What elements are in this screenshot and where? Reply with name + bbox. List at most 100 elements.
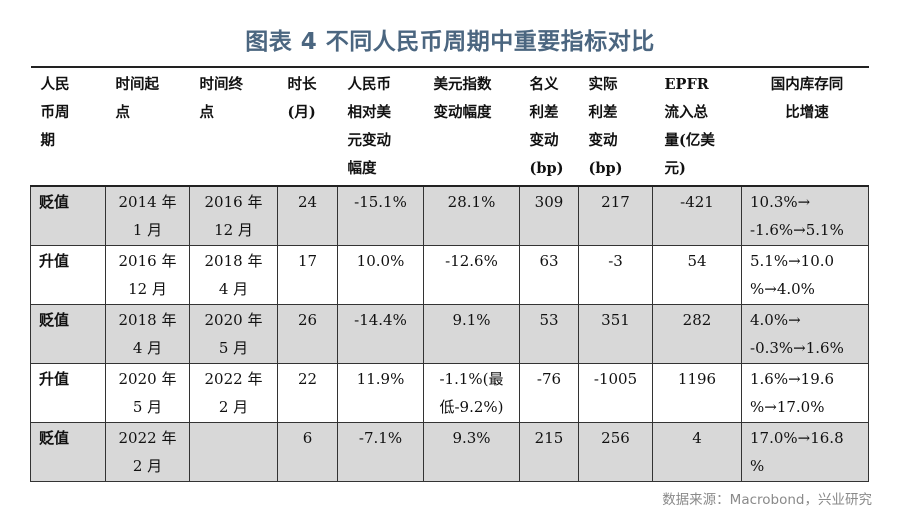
- cell-nominal-spread: 53: [519, 304, 579, 364]
- cell-dxy-change: -12.6%: [423, 245, 520, 305]
- header-cny-change: 人民币 相对美 元变动 幅度: [337, 66, 424, 187]
- cell-line: 12 月: [128, 280, 167, 298]
- cell-phase: 升值: [30, 363, 106, 423]
- cell-line: 10.3%→: [750, 193, 811, 211]
- cell-line: %→17.0%: [750, 398, 825, 416]
- cell-epfr-inflow: 1196: [652, 363, 742, 423]
- cell-line: 变动幅度: [433, 104, 492, 121]
- cell-line: 时长: [287, 76, 317, 93]
- cell-line: 变动: [588, 132, 618, 149]
- cell-line: 国内库存同: [770, 76, 844, 93]
- header-inventory-growth: 国内库存同 比增速: [741, 66, 869, 187]
- cell-line: (bp): [529, 160, 564, 177]
- cell-line: 元变动: [347, 132, 392, 149]
- header-nominal-spread: 名义 利差 变动 (bp): [519, 66, 579, 187]
- cell-line: 实际: [588, 76, 618, 93]
- table-body: 贬值 2014 年 1 月 2016 年 12 月 24 -15.1% 28.1% 309 217…: [30, 185, 869, 482]
- cell-line: 人民: [40, 76, 70, 93]
- cell-line: 5 月: [218, 339, 249, 357]
- cell-dxy-change: -1.1%(最 低-9.2%): [423, 363, 520, 423]
- cell-real-spread: -3: [578, 245, 653, 305]
- cell-line: 美元指数: [433, 76, 492, 93]
- cell-dxy-change: 9.1%: [423, 304, 520, 364]
- header-start-time: 时间起点: [105, 66, 190, 187]
- cell-nominal-spread: 309: [519, 185, 579, 246]
- cell-line: 2020 年: [204, 311, 263, 329]
- cell-line: 17.0%→16.8: [750, 429, 844, 447]
- cell-line: -0.3%→1.6%: [750, 339, 844, 357]
- cell-line: -1.6%→5.1%: [750, 221, 844, 239]
- cell-line: 量(亿美: [664, 132, 715, 149]
- cell-epfr-inflow: -421: [652, 185, 742, 246]
- cell-line: 5.1%→10.0: [750, 252, 835, 270]
- cell-duration: 17: [277, 245, 338, 305]
- cell-line: -12.6%: [445, 252, 498, 270]
- cell-inventory-growth: 1.6%→19.6 %→17.0%: [741, 363, 869, 423]
- cell-line: 幅度: [347, 160, 377, 177]
- cell-end-time: 2020 年 5 月: [189, 304, 278, 364]
- table-row: 升值 2016 年 12 月 2018 年 4 月 17 10.0% -12.6% 63 -3 54…: [30, 245, 869, 305]
- cell-inventory-growth: 10.3%→ -1.6%→5.1%: [741, 185, 869, 246]
- cell-start-time: 2018 年 4 月: [105, 304, 190, 364]
- cell-line: 1.6%→19.6: [750, 370, 835, 388]
- cell-phase: 升值: [30, 245, 106, 305]
- header-duration: 时长 (月): [277, 66, 338, 187]
- cell-end-time: [189, 422, 278, 482]
- header-real-spread: 实际 利差 变动 (bp): [578, 66, 653, 187]
- cell-line: EPFR: [664, 76, 709, 93]
- page-title: 图表 4 不同人民币周期中重要指标对比: [245, 29, 655, 55]
- cell-duration: 6: [277, 422, 338, 482]
- header-epfr-inflow: EPFR 流入总量(亿美元): [652, 66, 742, 187]
- cell-end-time: 2018 年 4 月: [189, 245, 278, 305]
- cell-epfr-inflow: 4: [652, 422, 742, 482]
- table-row: 贬值 2018 年 4 月 2020 年 5 月 26 -14.4% 9.1% 53 351 282…: [30, 304, 869, 364]
- cell-line: 流入总: [664, 104, 709, 121]
- cell-line: 9.3%: [452, 429, 491, 447]
- cell-line: 点: [199, 104, 215, 121]
- cell-epfr-inflow: 282: [652, 304, 742, 364]
- cell-line: 4 月: [218, 280, 249, 298]
- cell-line: 2 月: [132, 457, 163, 475]
- cell-line: (bp): [588, 160, 623, 177]
- cell-line: 2022 年: [204, 370, 263, 388]
- cell-line: 期: [40, 132, 56, 149]
- cell-real-spread: 217: [578, 185, 653, 246]
- cell-line: %→4.0%: [750, 280, 815, 298]
- cell-inventory-growth: 17.0%→16.8%: [741, 422, 869, 482]
- cell-line: 2022 年: [118, 429, 177, 447]
- rmb-cycle-comparison-table: 人民 币周期 时间起点 时间终点 时长 (月) 人民币 相对美 元变动 幅度 美元指数 变动…: [30, 66, 869, 482]
- cell-line: 9.1%: [452, 311, 491, 329]
- cell-line: 比增速: [785, 104, 829, 121]
- cell-phase: 贬值: [30, 304, 106, 364]
- cell-line: 1 月: [132, 221, 163, 239]
- cell-end-time: 2016 年 12 月: [189, 185, 278, 246]
- cell-real-spread: -1005: [578, 363, 653, 423]
- cell-line: 变动: [529, 132, 559, 149]
- cell-line: 元): [664, 160, 686, 177]
- cell-duration: 24: [277, 185, 338, 246]
- cell-line: 2020 年: [118, 370, 177, 388]
- table-row: 贬值 2014 年 1 月 2016 年 12 月 24 -15.1% 28.1% 309 217…: [30, 185, 869, 246]
- cell-cny-change: 11.9%: [337, 363, 424, 423]
- cell-nominal-spread: 63: [519, 245, 579, 305]
- header-row: 人民 币周期 时间起点 时间终点 时长 (月) 人民币 相对美 元变动 幅度 美元指数 变动…: [30, 66, 869, 187]
- cell-line: %: [750, 457, 765, 475]
- header-dxy-change: 美元指数 变动幅度: [423, 66, 520, 187]
- cell-start-time: 2016 年 12 月: [105, 245, 190, 305]
- cell-line: 2016 年: [118, 252, 177, 270]
- cell-line: 2016 年: [204, 193, 263, 211]
- cell-cny-change: -15.1%: [337, 185, 424, 246]
- cell-line: 2018 年: [118, 311, 177, 329]
- cell-line: 点: [115, 104, 131, 121]
- cell-line: 28.1%: [447, 193, 496, 211]
- cell-line: 2014 年: [118, 193, 177, 211]
- cell-inventory-growth: 4.0%→ -0.3%→1.6%: [741, 304, 869, 364]
- cell-line: 5 月: [132, 398, 163, 416]
- cell-epfr-inflow: 54: [652, 245, 742, 305]
- cell-nominal-spread: -76: [519, 363, 579, 423]
- cell-phase: 贬值: [30, 422, 106, 482]
- cell-line: 4.0%→: [750, 311, 801, 329]
- cell-line: 时间终: [199, 76, 244, 93]
- cell-real-spread: 351: [578, 304, 653, 364]
